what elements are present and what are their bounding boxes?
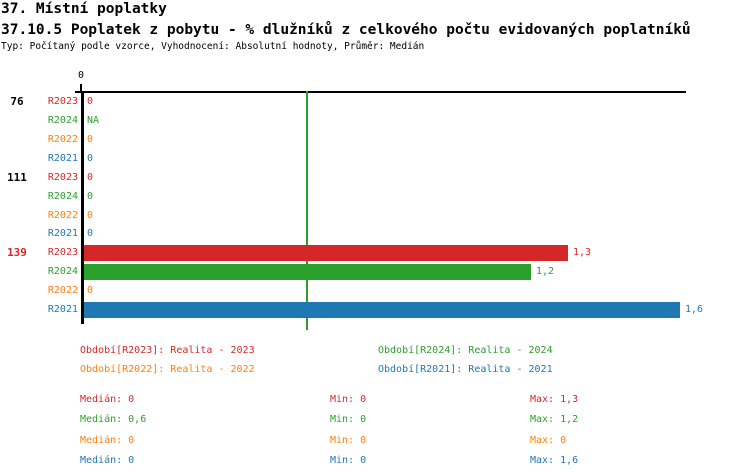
bar-value-label: 0	[87, 171, 94, 183]
legend-entry: Období[R2023]: Realita - 2023	[80, 345, 255, 356]
x-axis-line	[75, 91, 686, 93]
bar-value-label: 0	[87, 209, 94, 221]
series-label: R2024	[47, 190, 78, 202]
chart-meta: Typ: Počítaný podle vzorce, Vyhodnocení:…	[1, 41, 425, 52]
group-label: 111	[7, 170, 27, 184]
bar-value-label: 1,6	[685, 304, 704, 316]
series-label: R2023	[47, 96, 78, 107]
series-label: R2022	[47, 285, 78, 297]
bar-value-label: 0	[87, 96, 94, 107]
bar-value-label: 0	[87, 133, 94, 145]
bar-value-label: 1,3	[573, 247, 592, 259]
legend-entry: Období[R2022]: Realita - 2022	[80, 364, 255, 375]
legend-entry: Období[R2021]: Realita - 2021	[378, 364, 553, 375]
stat-median: Medián: 0	[80, 394, 135, 405]
bar-value-label: 1,2	[536, 266, 555, 278]
bar	[84, 245, 568, 262]
stat-median: Medián: 0	[80, 455, 135, 466]
median-line	[306, 91, 308, 330]
group-label: 139	[7, 246, 27, 260]
stat-min: Min: 0	[330, 435, 367, 446]
series-label: R2021	[47, 304, 78, 316]
series-label: R2024	[47, 114, 78, 126]
series-label: R2023	[47, 171, 78, 183]
series-label: R2023	[47, 247, 78, 259]
bar-value-label: 0	[87, 190, 94, 202]
x-axis-tick	[80, 84, 82, 91]
stat-max: Max: 1,2	[530, 414, 579, 425]
stat-max: Max: 1,6	[530, 455, 579, 466]
series-label: R2024	[47, 266, 78, 278]
chart-title: 37.10.5 Poplatek z pobytu - % dlužníků z…	[1, 22, 691, 38]
stat-min: Min: 0	[330, 414, 367, 425]
stat-median: Medián: 0	[80, 435, 135, 446]
series-label: R2021	[47, 152, 78, 164]
legend-entry: Období[R2024]: Realita - 2024	[378, 345, 553, 356]
page-title: 37. Místní poplatky	[1, 1, 167, 17]
x-axis-tick-label: 0	[77, 70, 85, 81]
series-label: R2021	[47, 228, 78, 240]
bar-value-label: NA	[87, 114, 100, 126]
y-axis-line	[81, 91, 84, 324]
bar-value-label: 0	[87, 285, 94, 297]
stat-median: Medián: 0,6	[80, 414, 147, 425]
stat-min: Min: 0	[330, 394, 367, 405]
bar-value-label: 0	[87, 228, 94, 240]
bar	[84, 302, 680, 319]
bar	[84, 264, 531, 281]
stat-max: Max: 0	[530, 435, 567, 446]
stat-min: Min: 0	[330, 455, 367, 466]
group-label: 76	[10, 95, 24, 108]
series-label: R2022	[47, 209, 78, 221]
stat-max: Max: 1,3	[530, 394, 579, 405]
series-label: R2022	[47, 133, 78, 145]
bar-value-label: 0	[87, 152, 94, 164]
